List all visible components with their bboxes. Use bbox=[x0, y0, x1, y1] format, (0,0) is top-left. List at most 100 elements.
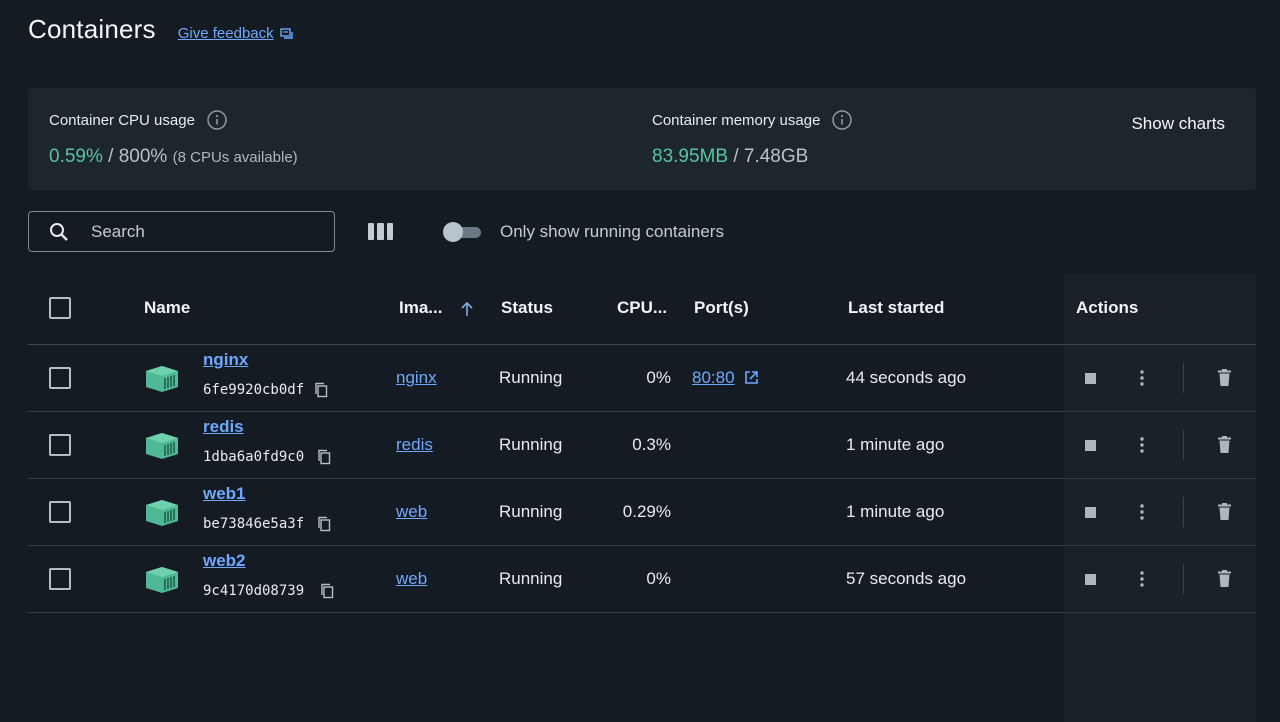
more-options-icon[interactable] bbox=[1140, 571, 1144, 587]
image-link[interactable]: web bbox=[396, 502, 428, 521]
table-row[interactable]: web1 be73846e5a3f web Running 0.29% 1 mi… bbox=[28, 479, 1256, 546]
status-text: Running bbox=[499, 435, 563, 454]
info-icon[interactable] bbox=[832, 110, 853, 130]
cpu-usage: Container CPU usage 0.59% / 800% (8 CPUs… bbox=[49, 110, 298, 168]
action-divider bbox=[1183, 363, 1184, 393]
last-started: 1 minute ago bbox=[846, 435, 945, 454]
more-options-icon[interactable] bbox=[1140, 370, 1144, 386]
containers-table: Name Ima... Status CPU... Port(s) Last s… bbox=[28, 274, 1256, 613]
image-link[interactable]: nginx bbox=[396, 368, 437, 387]
cpu-used: 0.59% bbox=[49, 146, 103, 167]
columns-icon[interactable] bbox=[368, 222, 394, 241]
container-name-link[interactable]: nginx bbox=[203, 350, 249, 369]
container-id: 9c4170d08739 bbox=[203, 583, 305, 599]
stop-icon[interactable] bbox=[1085, 440, 1096, 451]
memory-separator: / bbox=[728, 146, 744, 167]
cpu-note: (8 CPUs available) bbox=[172, 149, 298, 166]
cpu-usage-label-row: Container CPU usage bbox=[49, 110, 298, 130]
action-divider bbox=[1183, 497, 1184, 527]
column-header-image[interactable]: Ima... bbox=[399, 298, 443, 317]
cpu-separator: / bbox=[102, 146, 119, 167]
cpu-usage-value: 0.59% / 800% (8 CPUs available) bbox=[49, 146, 298, 168]
stop-icon[interactable] bbox=[1085, 574, 1096, 585]
running-only-toggle[interactable] bbox=[443, 222, 481, 242]
memory-total: 7.48GB bbox=[743, 146, 809, 167]
cpu-value: 0% bbox=[646, 368, 671, 387]
memory-usage-label: Container memory usage bbox=[652, 111, 821, 129]
page-header: Containers Give feedback bbox=[28, 14, 294, 45]
image-link[interactable]: web bbox=[396, 569, 428, 588]
row-checkbox[interactable] bbox=[49, 568, 71, 590]
select-all-checkbox[interactable] bbox=[49, 297, 71, 319]
column-header-ports[interactable]: Port(s) bbox=[694, 298, 749, 317]
cpu-value: 0.3% bbox=[632, 435, 671, 454]
status-text: Running bbox=[499, 502, 563, 521]
container-icon bbox=[145, 566, 179, 594]
port-link[interactable]: 80:80 bbox=[692, 368, 735, 387]
column-header-status[interactable]: Status bbox=[501, 298, 553, 317]
cpu-total: 800% bbox=[118, 146, 168, 167]
container-id: be73846e5a3f bbox=[203, 516, 305, 532]
copy-icon[interactable] bbox=[317, 516, 331, 532]
row-checkbox[interactable] bbox=[49, 434, 71, 456]
search-box bbox=[28, 211, 335, 252]
trash-icon[interactable] bbox=[1218, 436, 1231, 453]
status-text: Running bbox=[499, 368, 563, 387]
usage-panel: Container CPU usage 0.59% / 800% (8 CPUs… bbox=[28, 88, 1256, 190]
container-name-link[interactable]: redis bbox=[203, 417, 244, 436]
row-checkbox[interactable] bbox=[49, 501, 71, 523]
row-checkbox[interactable] bbox=[49, 367, 71, 389]
info-icon[interactable] bbox=[207, 110, 227, 130]
trash-icon[interactable] bbox=[1218, 570, 1231, 587]
last-started: 44 seconds ago bbox=[846, 368, 967, 387]
cpu-value: 0% bbox=[646, 569, 671, 588]
copy-icon[interactable] bbox=[320, 583, 334, 599]
table-header: Name Ima... Status CPU... Port(s) Last s… bbox=[28, 274, 1256, 345]
table-row[interactable]: redis 1dba6a0fd9c0 redis Running 0.3% 1 … bbox=[28, 412, 1256, 479]
stop-icon[interactable] bbox=[1085, 373, 1096, 384]
trash-icon[interactable] bbox=[1218, 369, 1231, 386]
column-header-last-started[interactable]: Last started bbox=[848, 298, 945, 317]
image-link[interactable]: redis bbox=[396, 435, 433, 454]
copy-icon[interactable] bbox=[314, 382, 328, 398]
cpu-usage-label: Container CPU usage bbox=[49, 111, 195, 129]
action-divider bbox=[1183, 430, 1184, 460]
toggle-knob bbox=[443, 222, 463, 242]
more-options-icon[interactable] bbox=[1140, 504, 1144, 520]
trash-icon[interactable] bbox=[1218, 503, 1231, 520]
container-name-link[interactable]: web2 bbox=[203, 551, 246, 570]
container-icon bbox=[145, 499, 179, 527]
container-icon bbox=[145, 365, 179, 393]
copy-icon[interactable] bbox=[317, 449, 331, 465]
column-header-cpu[interactable]: CPU... bbox=[617, 298, 668, 317]
table-row[interactable]: nginx 6fe9920cb0df nginx Running 0% 80:8… bbox=[28, 345, 1256, 412]
search-icon bbox=[49, 222, 69, 242]
memory-usage-value: 83.95MB / 7.48GB bbox=[652, 146, 852, 168]
actions-column-background bbox=[1064, 274, 1256, 722]
container-icon bbox=[145, 432, 179, 460]
toggle-track bbox=[447, 227, 481, 238]
action-divider bbox=[1183, 564, 1184, 594]
container-id: 6fe9920cb0df bbox=[203, 382, 305, 398]
search-input[interactable] bbox=[91, 221, 291, 242]
memory-used: 83.95MB bbox=[652, 146, 729, 167]
container-name-link[interactable]: web1 bbox=[203, 484, 246, 503]
stop-icon[interactable] bbox=[1085, 507, 1096, 518]
status-text: Running bbox=[499, 569, 563, 588]
give-feedback-link[interactable]: Give feedback bbox=[178, 25, 294, 42]
memory-usage-label-row: Container memory usage bbox=[652, 110, 853, 130]
show-charts-button[interactable]: Show charts bbox=[1131, 114, 1225, 133]
feedback-icon bbox=[279, 27, 294, 40]
more-options-icon[interactable] bbox=[1140, 437, 1144, 453]
running-only-label: Only show running containers bbox=[500, 222, 724, 241]
cpu-value: 0.29% bbox=[622, 502, 671, 521]
table-row[interactable]: web2 9c4170d08739 web Running 0% 57 seco… bbox=[28, 546, 1256, 613]
external-link-icon[interactable] bbox=[744, 370, 759, 385]
page-title: Containers bbox=[28, 14, 156, 44]
column-header-name[interactable]: Name bbox=[144, 298, 191, 317]
last-started: 1 minute ago bbox=[846, 502, 945, 521]
container-id: 1dba6a0fd9c0 bbox=[203, 449, 305, 465]
memory-usage: Container memory usage 83.95MB / 7.48GB bbox=[652, 110, 853, 168]
sort-ascending-icon[interactable] bbox=[460, 301, 474, 317]
